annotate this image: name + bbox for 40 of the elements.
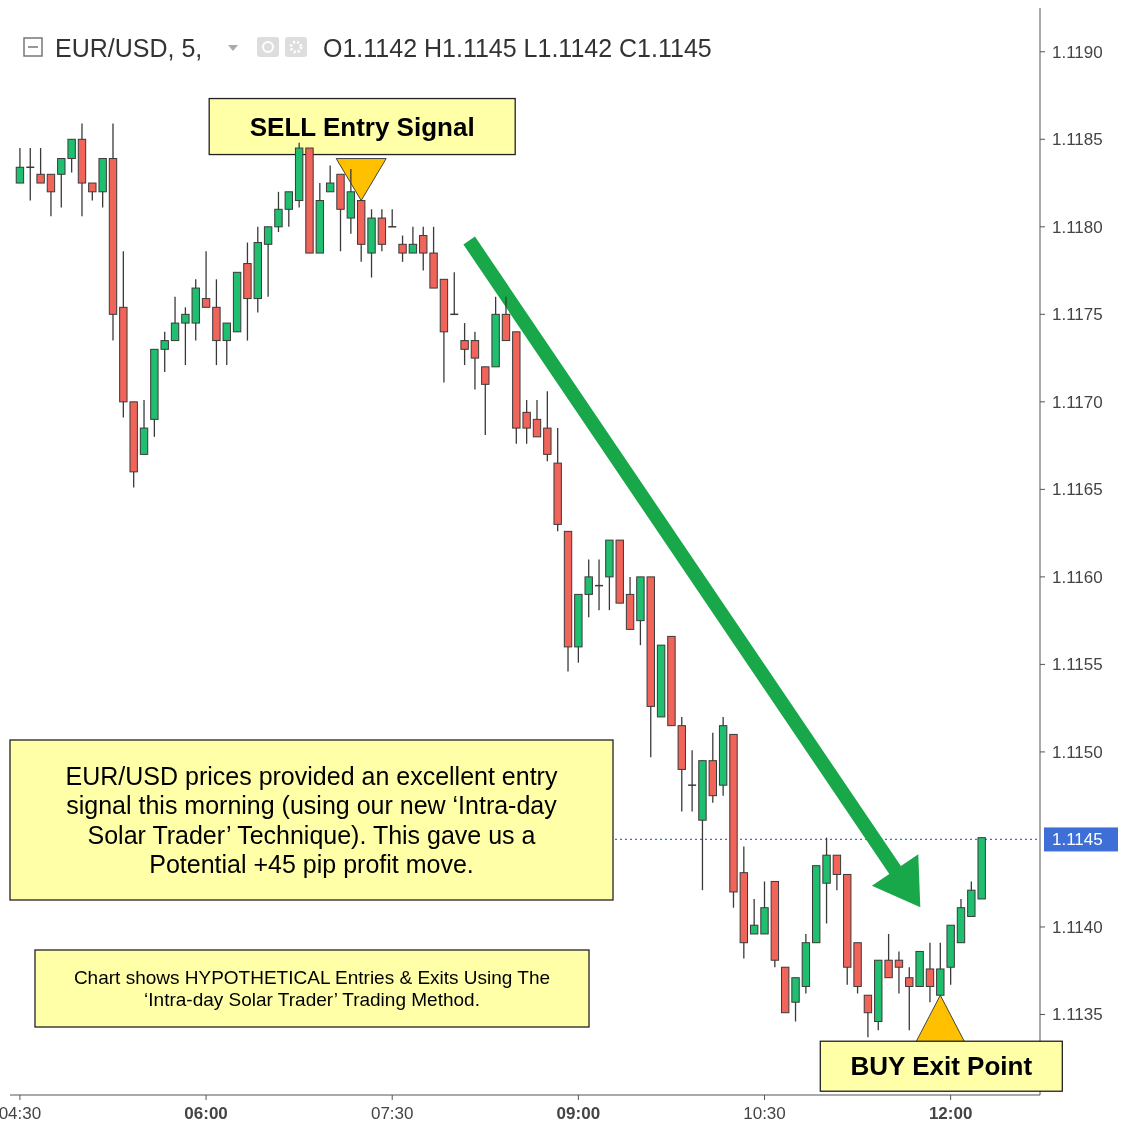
y-tick-label: 1.1160	[1052, 567, 1103, 587]
candlestick	[532, 399, 542, 438]
y-tick-label: 1.1175	[1052, 305, 1103, 325]
x-tick-label: 12:00	[928, 1104, 973, 1123]
text: O1.1142 H1.1145 L1.1142 C1.1145	[323, 34, 712, 62]
y-tick-label: 1.1170	[1052, 392, 1103, 412]
candlestick	[170, 296, 180, 342]
y-tick-label: 1.1150	[1052, 742, 1103, 762]
candlestick	[470, 331, 480, 391]
x-tick-label: 09:00	[556, 1104, 601, 1123]
candlestick	[863, 994, 873, 1038]
annotation: Chart shows HYPOTHETICAL Entries & Exits Using The ‘Intra-day Solar Trader’ Trading Method.	[73, 966, 551, 1011]
candlestick	[687, 749, 697, 813]
y-tick-label: 1.1165	[1052, 480, 1103, 500]
candlestick	[263, 226, 273, 298]
x-tick-label: 04:30	[0, 1104, 42, 1123]
y-tick-label: 1.1155	[1052, 655, 1103, 675]
candlestick	[460, 322, 469, 366]
candlestick	[46, 173, 56, 217]
y-tick-label: 1.1140	[1052, 917, 1103, 937]
candlestick	[201, 250, 211, 308]
candlestick	[925, 942, 935, 1003]
annotation: BUY Exit Point	[850, 1051, 1033, 1082]
x-tick-label: 10:30	[743, 1104, 786, 1123]
x-tick-label: 06:00	[184, 1104, 228, 1123]
y-tick-label: 1.1180	[1052, 217, 1103, 237]
text: EUR/USD, 5,	[55, 34, 203, 62]
y-tick-label: 1.1185	[1052, 130, 1103, 150]
y-tick-label: 1.1135	[1052, 1005, 1103, 1025]
candlestick	[832, 854, 842, 891]
candlestick	[398, 234, 407, 263]
annotation: EUR/USD prices provided an excellent entry signal this morning (using our new ‘Intra-day Solar Trader’ Technique). This gave us a Potential +45 pip profit move.	[65, 761, 558, 878]
candlestick	[408, 226, 418, 254]
y-tick-label: 1.1190	[1052, 42, 1103, 62]
candlestick	[15, 147, 25, 184]
ref-line-label: 1.1145	[1052, 830, 1103, 850]
candlestick	[36, 147, 45, 184]
x-tick-label: 07:30	[370, 1104, 414, 1123]
annotation: SELL Entry Signal	[249, 111, 475, 142]
candlestick	[894, 950, 904, 995]
